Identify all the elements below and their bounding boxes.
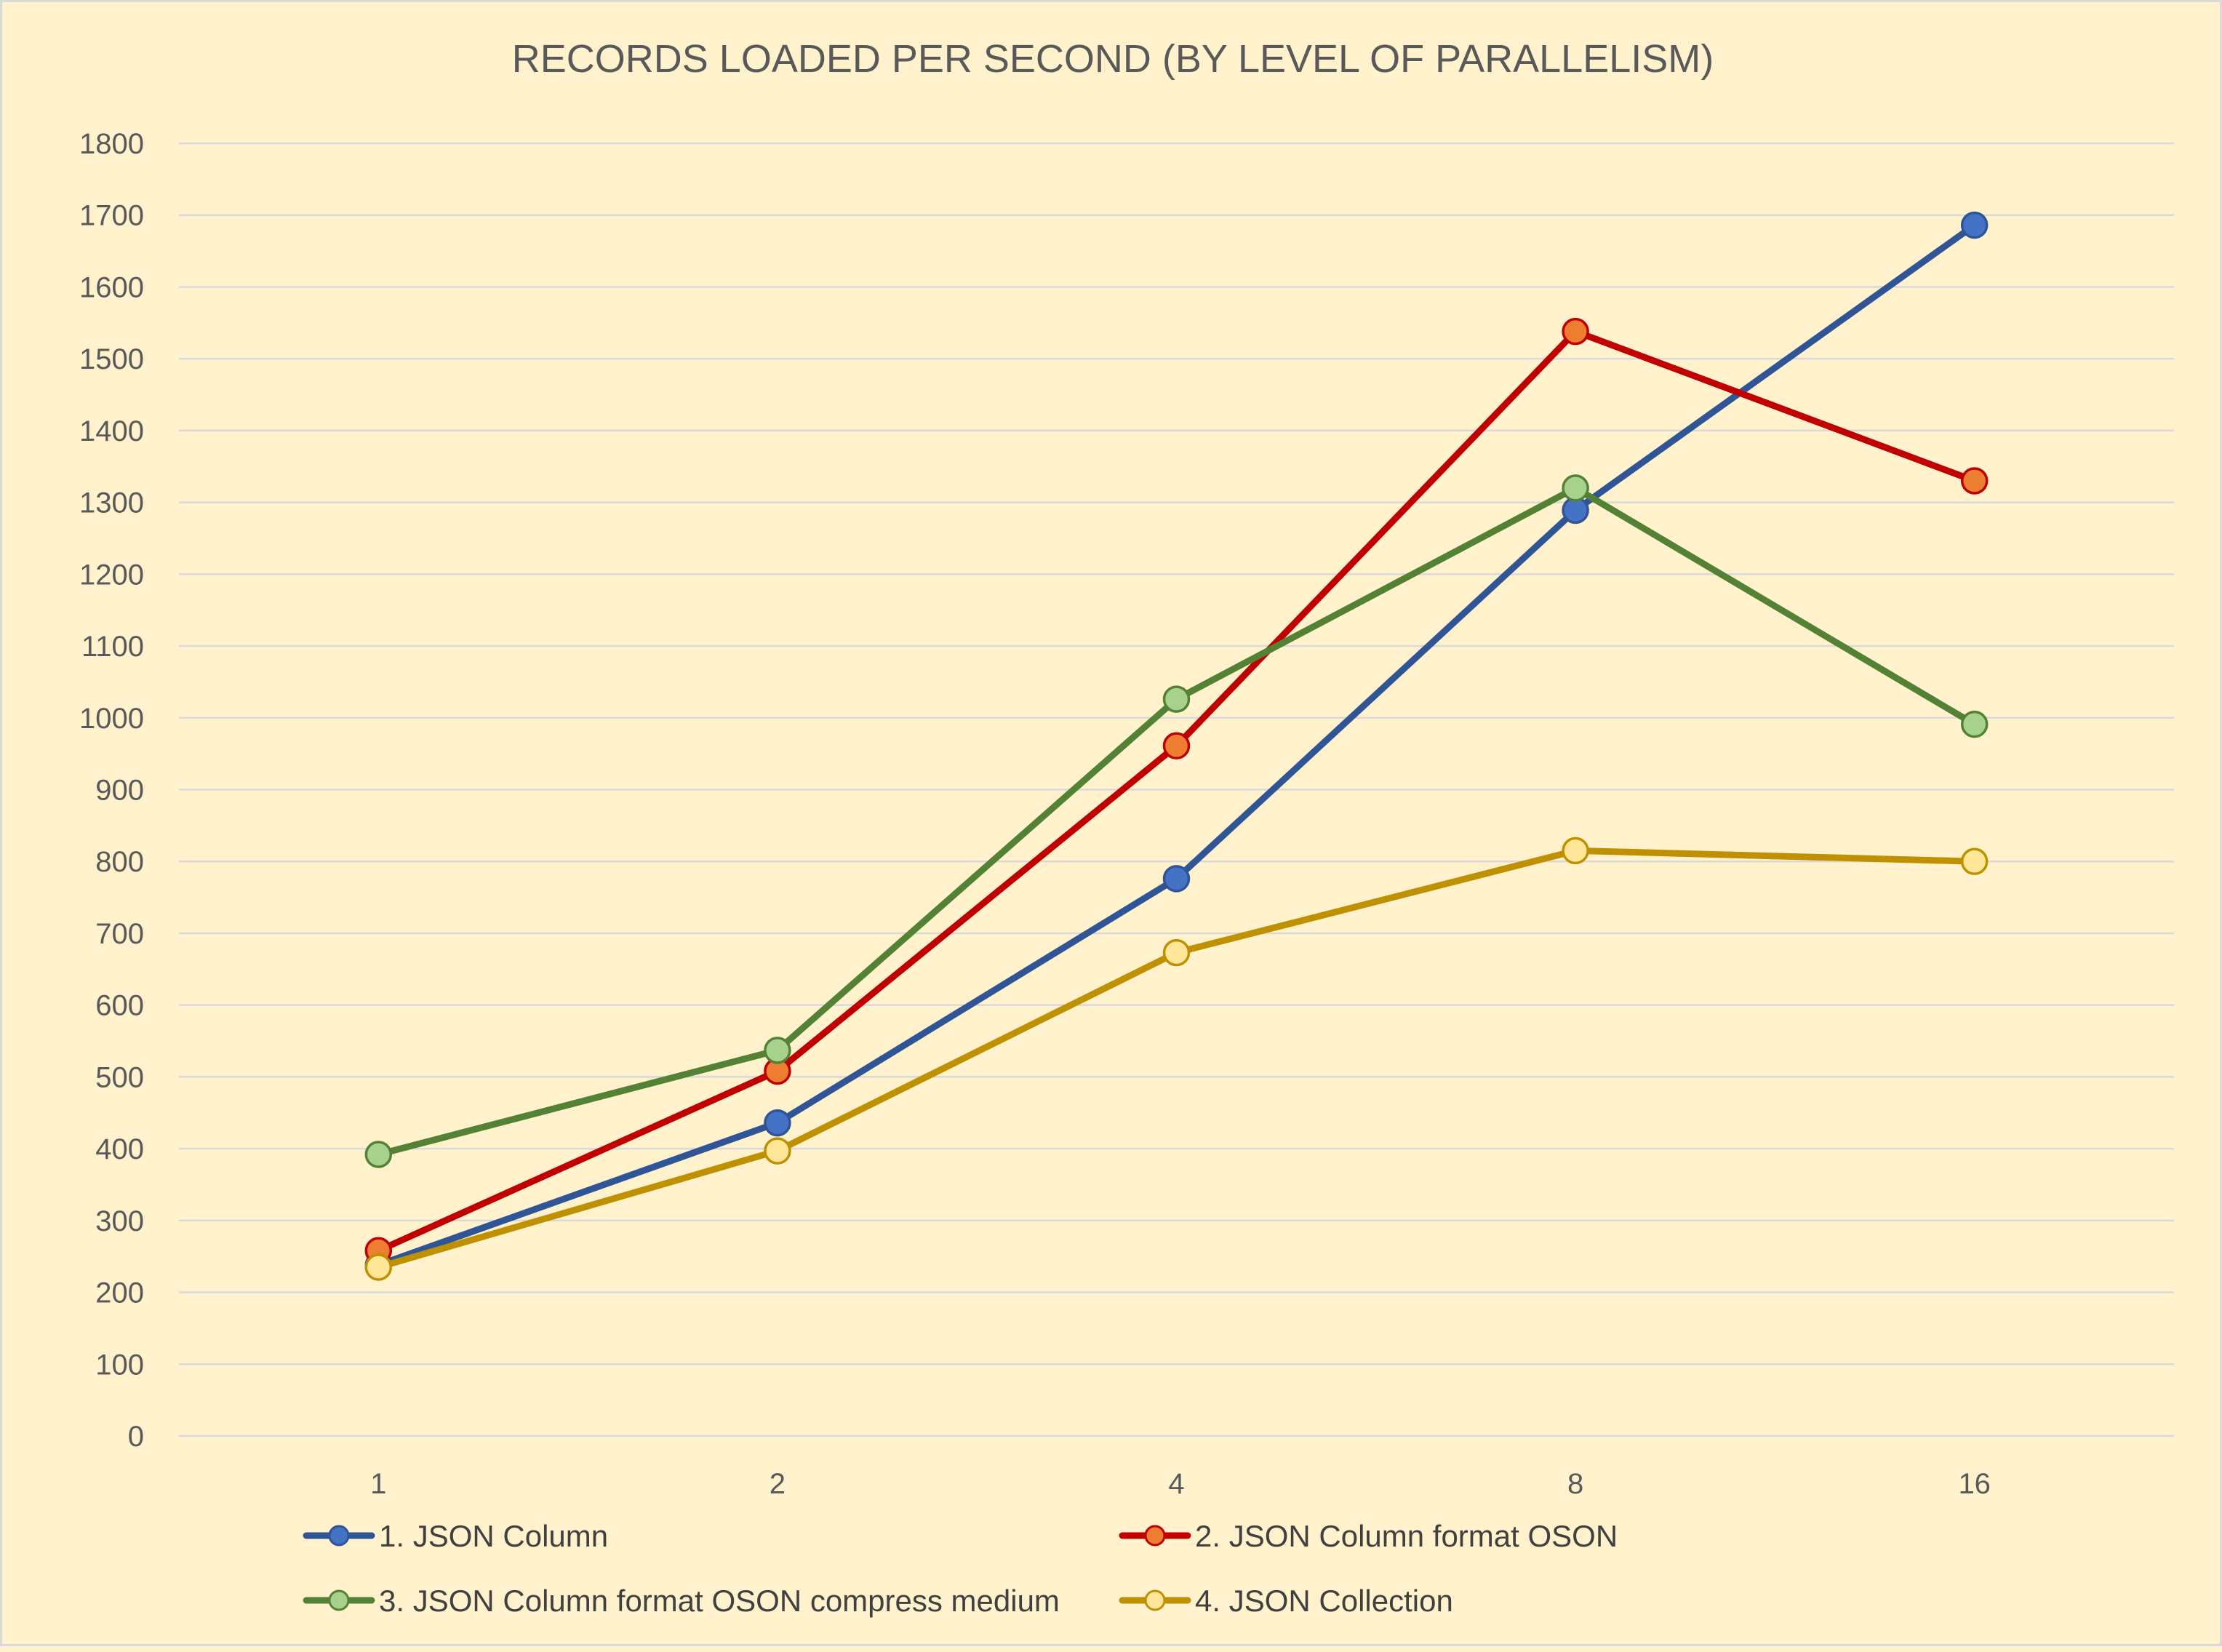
y-tick-label: 800 — [95, 846, 144, 878]
legend-marker — [1144, 1525, 1166, 1547]
data-point — [1162, 732, 1191, 760]
data-point — [764, 1137, 791, 1165]
series-line — [375, 847, 1978, 1271]
series-3 — [364, 474, 1989, 1168]
data-point — [1162, 865, 1191, 893]
legend-marker — [328, 1589, 350, 1611]
data-point — [1960, 467, 1989, 495]
data-point — [1960, 847, 1989, 875]
series-line — [375, 328, 1978, 1254]
data-point — [1562, 317, 1589, 346]
y-tick-label: 1300 — [79, 487, 144, 519]
x-axis-ticks: 1 2 4 8 16 — [370, 1468, 1991, 1500]
x-tick-label: 4 — [1168, 1468, 1184, 1500]
y-tick-label: 600 — [95, 990, 144, 1022]
y-tick-label: 100 — [95, 1349, 144, 1381]
y-tick-label: 1400 — [79, 415, 144, 447]
y-tick-label: 1600 — [79, 271, 144, 303]
data-point — [1960, 211, 1989, 239]
y-tick-label: 0 — [128, 1421, 144, 1453]
y-tick-label: 1200 — [79, 559, 144, 591]
series-line — [375, 484, 1978, 1158]
x-tick-label: 2 — [770, 1468, 786, 1500]
series-4 — [364, 837, 1989, 1281]
legend-label: 3. JSON Column format OSON compress medi… — [379, 1584, 1060, 1618]
y-tick-label: 900 — [95, 775, 144, 807]
y-axis-ticks: 0 100 200 300 400 500 600 700 800 900 1000 1100 1200… — [79, 128, 144, 1453]
legend-entry: 3. JSON Column format OSON compress medi… — [303, 1584, 1060, 1618]
y-tick-label: 200 — [95, 1277, 144, 1309]
y-tick-label: 400 — [95, 1133, 144, 1165]
legend-label: 2. JSON Column format OSON — [1195, 1519, 1618, 1553]
series-lines — [364, 211, 1989, 1281]
data-point — [1162, 938, 1191, 967]
chart-title: RECORDS LOADED PER SECOND (BY LEVEL OF P… — [512, 37, 1714, 81]
legend-label: 4. JSON Collection — [1195, 1584, 1453, 1618]
legend: 1. JSON Column 2. JSON Column format OSON… — [303, 1519, 1618, 1618]
legend-entry: 2. JSON Column format OSON — [1119, 1519, 1618, 1553]
data-point — [1960, 710, 1989, 738]
y-tick-label: 1800 — [79, 128, 144, 160]
data-point — [1162, 685, 1191, 713]
data-point — [764, 1037, 791, 1064]
y-tick-label: 300 — [95, 1205, 144, 1237]
legend-marker — [1144, 1589, 1166, 1611]
y-tick-label: 1500 — [79, 343, 144, 375]
data-point — [1562, 474, 1589, 502]
legend-entry: 1. JSON Column — [303, 1519, 608, 1553]
y-tick-label: 700 — [95, 918, 144, 950]
y-tick-label: 1000 — [79, 703, 144, 735]
data-point — [364, 1253, 393, 1281]
legend-entry: 4. JSON Collection — [1119, 1584, 1453, 1618]
x-tick-label: 16 — [1958, 1468, 1991, 1500]
series-2 — [364, 317, 1989, 1265]
data-point — [364, 1141, 393, 1168]
legend-marker — [328, 1525, 350, 1547]
gridlines — [179, 142, 2174, 1437]
y-tick-label: 1700 — [79, 200, 144, 232]
y-tick-label: 500 — [95, 1061, 144, 1093]
data-point — [764, 1109, 791, 1137]
data-point — [1562, 837, 1589, 865]
x-tick-label: 1 — [370, 1468, 386, 1500]
x-tick-label: 8 — [1567, 1468, 1583, 1500]
y-tick-label: 1100 — [81, 631, 144, 663]
legend-label: 1. JSON Column — [379, 1519, 608, 1553]
